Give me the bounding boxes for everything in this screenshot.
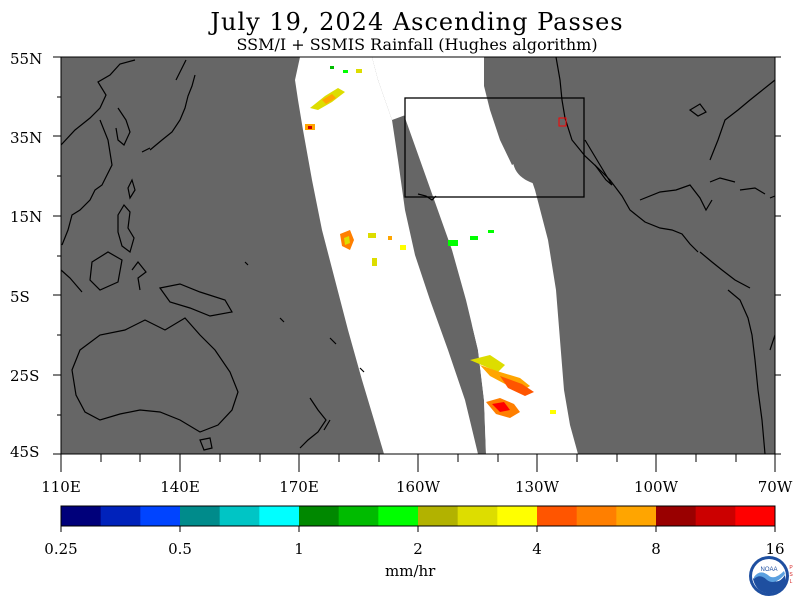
lon-label: 160W: [395, 478, 441, 496]
region-box: [404, 97, 585, 198]
lon-label: 140E: [160, 478, 200, 496]
colorbar-swatch: [735, 506, 776, 526]
australia-coast: [71, 317, 239, 433]
gulf-coast: [639, 184, 713, 212]
colorbar-swatch: [299, 506, 340, 526]
colorbar-swatch: [180, 506, 221, 526]
colorbar-swatch: [457, 506, 498, 526]
philippines-coast: [117, 203, 135, 254]
gap-bulge: [513, 135, 577, 185]
lon-label: 130W: [514, 478, 560, 496]
rain-patch: [488, 230, 494, 233]
new-guinea-coast: [158, 283, 233, 317]
rain-patch: [400, 245, 406, 250]
rain-patch: [492, 402, 510, 412]
hawaii-coast: [417, 193, 437, 201]
colorbar-swatch: [576, 506, 617, 526]
logo-side-text: S: [789, 572, 793, 578]
great-lakes: [688, 103, 707, 117]
rain-patch: [343, 70, 348, 73]
colorbar-label: 1: [294, 540, 304, 558]
rain-patch: [470, 355, 505, 372]
baja-coast: [584, 139, 613, 186]
new-zealand-coast: [299, 397, 331, 449]
lat-label: 25S: [10, 367, 40, 385]
colorbar-swatch: [100, 506, 141, 526]
lat-label: 15N: [10, 208, 43, 226]
logo-text: NOAA: [760, 567, 777, 573]
lat-label: 55N: [10, 50, 43, 68]
colorbar-label: 16: [765, 540, 785, 558]
rain-patch: [330, 66, 334, 69]
rain-patch: [372, 258, 377, 266]
colorbar-swatch: [497, 506, 538, 526]
swath-3: [372, 57, 578, 454]
logo-side-text: L: [790, 579, 793, 585]
colorbar-label: 0.5: [168, 540, 192, 558]
colorbar: [60, 505, 776, 527]
caribbean-coast: [709, 177, 776, 199]
rain-patches: [305, 66, 556, 418]
rain-patch: [344, 236, 350, 245]
japan-coast: [141, 59, 196, 153]
south-america-coast: [727, 289, 776, 455]
pacific-islands: [244, 261, 365, 373]
colorbar-unit: mm/hr: [385, 562, 436, 580]
north-america-coast: [555, 56, 699, 253]
lat-ticks: [53, 56, 781, 455]
colorbar-label: 8: [651, 540, 661, 558]
highlight-box: [558, 117, 567, 127]
lon-ticks: [60, 454, 776, 472]
map-subtitle: SSM/I + SSMIS Rainfall (Hughes algorithm…: [236, 35, 598, 54]
borneo-coast: [89, 251, 123, 291]
colorbar-ticks: [60, 526, 776, 532]
lat-label: 35N: [10, 129, 43, 147]
colorbar-label: 4: [532, 540, 542, 558]
colorbar-swatch: [537, 506, 578, 526]
lon-label: 110E: [41, 478, 81, 496]
colorbar-swatch: [140, 506, 181, 526]
colorbar-swatch: [219, 506, 260, 526]
rain-patch: [388, 236, 392, 240]
colorbar-swatch: [61, 506, 102, 526]
lat-label: 5S: [10, 288, 30, 306]
rain-patch: [448, 240, 458, 246]
rain-patch: [368, 233, 376, 238]
central-america-coast: [699, 251, 751, 289]
colorbar-swatch: [418, 506, 459, 526]
colorbar-label: 0.25: [44, 540, 78, 558]
colorbar-swatch: [616, 506, 657, 526]
sumatra-coast: [60, 269, 83, 293]
coastlines: [60, 56, 776, 455]
noaa-logo-icon[interactable]: NOAA P S L: [748, 553, 794, 599]
rain-patch: [470, 236, 478, 240]
rain-patch: [550, 410, 556, 414]
lon-label: 100W: [633, 478, 679, 496]
lon-label: 70W: [757, 478, 793, 496]
map-title: July 19, 2024 Ascending Passes: [210, 8, 624, 36]
rain-patch: [322, 94, 336, 104]
colorbar-swatch: [695, 506, 736, 526]
colorbar-swatch: [338, 506, 379, 526]
lon-label: 170E: [279, 478, 319, 496]
logo-side-text: P: [789, 565, 793, 571]
korea-coast: [115, 107, 131, 146]
rain-patch: [500, 376, 534, 396]
colorbar-swatch: [378, 506, 419, 526]
rain-patch: [356, 69, 362, 73]
sulawesi-coast: [131, 261, 147, 291]
lat-label: 45S: [10, 443, 40, 461]
taiwan-coast: [127, 178, 136, 200]
rain-patch: [308, 126, 312, 129]
east-coast-na: [709, 79, 776, 161]
tasmania-coast: [199, 437, 213, 451]
asia-coast: [60, 59, 136, 246]
colorbar-swatch: [656, 506, 697, 526]
colorbar-label: 2: [413, 540, 423, 558]
colorbar-swatch: [259, 506, 300, 526]
